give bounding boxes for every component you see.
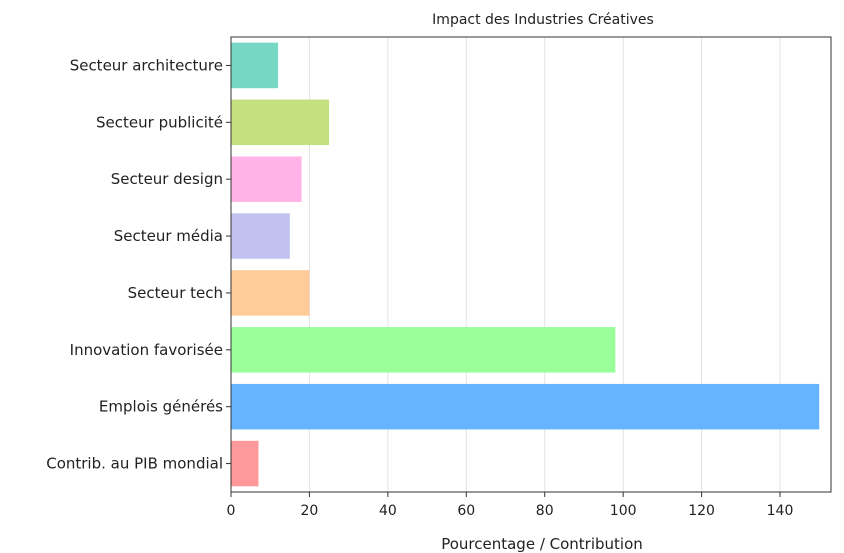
bar-2 [231,327,616,373]
y-tick-label-6: Secteur publicité [96,113,223,131]
bar-3 [231,270,310,316]
y-tick-label-2: Innovation favorisée [70,341,223,359]
x-tick-label-1: 20 [301,503,319,519]
bar-7 [231,42,279,89]
bar-5 [231,156,302,202]
chart-title: Impact des Industries Créatives [432,12,654,28]
plot-frame [230,36,832,493]
bars [231,42,820,487]
y-tick-label-1: Emplois générés [99,398,223,416]
y-tick-label-3: Secteur tech [128,284,223,302]
y-tick-label-0: Contrib. au PIB mondial [46,455,223,473]
x-tick-label-2: 40 [379,503,397,519]
x-tick-label-7: 140 [767,503,794,519]
y-axis-labels: Contrib. au PIB mondial Emplois générés In… [46,56,231,473]
bar-4 [231,213,290,259]
x-axis-ticks: 0 20 40 60 80 100 120 140 [227,492,794,519]
x-tick-label-6: 120 [688,503,715,519]
bar-1 [231,383,820,430]
x-tick-label-3: 60 [457,503,475,519]
x-axis-label: Pourcentage / Contribution [441,535,643,553]
x-tick-label-0: 0 [227,503,236,519]
y-tick-label-5: Secteur design [111,170,223,188]
bar-6 [231,99,330,146]
y-tick-label-7: Secteur architecture [70,56,223,74]
bar-0 [231,440,259,487]
x-tick-label-4: 80 [536,503,554,519]
y-tick-label-4: Secteur média [114,227,223,245]
x-tick-label-5: 100 [610,503,637,519]
